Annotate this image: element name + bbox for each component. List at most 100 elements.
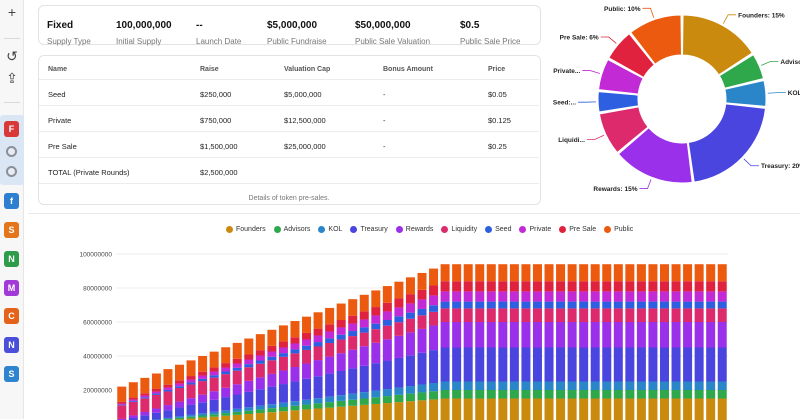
bar-segment-seed[interactable]	[337, 335, 346, 340]
bar-segment-liquidity[interactable]	[510, 308, 519, 322]
bar-segment-liquidity[interactable]	[129, 402, 138, 416]
bar-segment-rewards[interactable]	[510, 322, 519, 348]
bar-segment-private[interactable]	[233, 364, 242, 368]
bar-segment-private[interactable]	[302, 339, 311, 345]
bar-segment-founders[interactable]	[475, 399, 484, 420]
bar-segment-treasury[interactable]	[175, 408, 184, 417]
bar-segment-treasury[interactable]	[325, 374, 334, 397]
bar-segment-liquidity[interactable]	[533, 308, 542, 322]
bar-segment-public[interactable]	[187, 360, 196, 376]
bar-segment-seed[interactable]	[325, 338, 334, 343]
bar-segment-liquidity[interactable]	[718, 308, 727, 322]
bar-segment-liquidity[interactable]	[521, 308, 530, 322]
bar-segment-seed[interactable]	[348, 331, 357, 336]
bar-segment-founders[interactable]	[602, 399, 611, 420]
bar-segment-liquidity[interactable]	[625, 308, 634, 322]
bar-segment-advisors[interactable]	[198, 416, 207, 418]
bar-segment-pre-sale[interactable]	[718, 281, 727, 291]
bar-segment-public[interactable]	[406, 277, 415, 294]
bar-segment-liquidity[interactable]	[452, 308, 461, 322]
bar-segment-kol[interactable]	[579, 382, 588, 391]
bar-segment-private[interactable]	[510, 291, 519, 301]
bar-segment-pre-sale[interactable]	[152, 389, 161, 392]
legend-item-founders[interactable]: Founders	[226, 226, 266, 233]
bar-segment-rewards[interactable]	[660, 322, 669, 348]
bar-segment-rewards[interactable]	[233, 384, 242, 394]
bar-segment-liquidity[interactable]	[337, 340, 346, 354]
bar-segment-liquidity[interactable]	[648, 308, 657, 322]
bar-segment-advisors[interactable]	[244, 411, 253, 414]
bar-segment-seed[interactable]	[117, 405, 126, 406]
bar-segment-kol[interactable]	[718, 382, 727, 391]
bar-segment-founders[interactable]	[221, 416, 230, 420]
bar-segment-treasury[interactable]	[475, 348, 484, 382]
bar-segment-founders[interactable]	[394, 402, 403, 420]
bar-segment-pre-sale[interactable]	[556, 281, 565, 291]
bar-segment-public[interactable]	[233, 343, 242, 359]
legend-item-advisors[interactable]: Advisors	[274, 226, 311, 233]
bar-segment-pre-sale[interactable]	[394, 298, 403, 307]
bar-segment-private[interactable]	[648, 291, 657, 301]
legend-item-liquidity[interactable]: Liquidity	[441, 226, 477, 233]
bar-segment-pre-sale[interactable]	[452, 281, 461, 291]
bar-segment-advisors[interactable]	[602, 390, 611, 399]
bar-segment-private[interactable]	[487, 291, 496, 301]
bar-segment-public[interactable]	[533, 264, 542, 281]
history-icon[interactable]: ↺	[4, 48, 20, 64]
bar-segment-seed[interactable]	[648, 302, 657, 309]
bar-segment-treasury[interactable]	[660, 348, 669, 382]
bar-segment-kol[interactable]	[602, 382, 611, 391]
bar-segment-founders[interactable]	[337, 407, 346, 420]
bar-segment-rewards[interactable]	[314, 360, 323, 376]
bar-segment-founders[interactable]	[568, 399, 577, 420]
bar-segment-kol[interactable]	[556, 382, 565, 391]
bar-segment-liquidity[interactable]	[314, 346, 323, 360]
bar-segment-treasury[interactable]	[637, 348, 646, 382]
workspace-button-n[interactable]: N	[4, 337, 19, 353]
bar-segment-seed[interactable]	[314, 342, 323, 346]
bar-segment-kol[interactable]	[648, 382, 657, 391]
bar-segment-advisors[interactable]	[521, 390, 530, 399]
bar-segment-public[interactable]	[221, 347, 230, 363]
bar-segment-seed[interactable]	[452, 302, 461, 309]
bar-segment-advisors[interactable]	[417, 392, 426, 400]
bar-segment-kol[interactable]	[568, 382, 577, 391]
bar-segment-treasury[interactable]	[394, 358, 403, 388]
bar-segment-treasury[interactable]	[371, 363, 380, 390]
bar-segment-advisors[interactable]	[591, 390, 600, 399]
bar-segment-liquidity[interactable]	[614, 308, 623, 322]
bar-segment-seed[interactable]	[498, 302, 507, 309]
bar-segment-kol[interactable]	[706, 382, 715, 391]
bar-segment-kol[interactable]	[660, 382, 669, 391]
bar-segment-advisors[interactable]	[302, 405, 311, 410]
bar-segment-advisors[interactable]	[406, 394, 415, 402]
bar-segment-public[interactable]	[394, 282, 403, 299]
bar-segment-pre-sale[interactable]	[256, 350, 265, 355]
bar-segment-rewards[interactable]	[429, 325, 438, 350]
bar-segment-advisors[interactable]	[510, 390, 519, 399]
bar-segment-seed[interactable]	[556, 302, 565, 309]
bar-segment-liquidity[interactable]	[302, 350, 311, 364]
bar-segment-private[interactable]	[718, 291, 727, 301]
bar-segment-seed[interactable]	[683, 302, 692, 309]
bar-segment-pre-sale[interactable]	[660, 281, 669, 291]
bar-segment-public[interactable]	[325, 308, 334, 324]
bar-segment-public[interactable]	[314, 312, 323, 328]
bar-segment-private[interactable]	[187, 380, 196, 383]
bar-segment-founders[interactable]	[695, 399, 704, 420]
bar-segment-rewards[interactable]	[464, 322, 473, 348]
bar-segment-advisors[interactable]	[683, 390, 692, 399]
bar-segment-seed[interactable]	[210, 375, 219, 377]
bar-segment-treasury[interactable]	[140, 415, 149, 420]
bar-segment-rewards[interactable]	[683, 322, 692, 348]
bar-segment-liquidity[interactable]	[429, 312, 438, 326]
bar-segment-kol[interactable]	[614, 382, 623, 391]
bar-segment-rewards[interactable]	[394, 336, 403, 358]
bar-segment-private[interactable]	[452, 291, 461, 301]
bar-segment-seed[interactable]	[383, 320, 392, 326]
bar-segment-pre-sale[interactable]	[279, 342, 288, 348]
bar-segment-public[interactable]	[256, 334, 265, 350]
bar-segment-kol[interactable]	[210, 412, 219, 414]
bar-segment-private[interactable]	[441, 291, 450, 301]
bar-segment-founders[interactable]	[533, 399, 542, 420]
